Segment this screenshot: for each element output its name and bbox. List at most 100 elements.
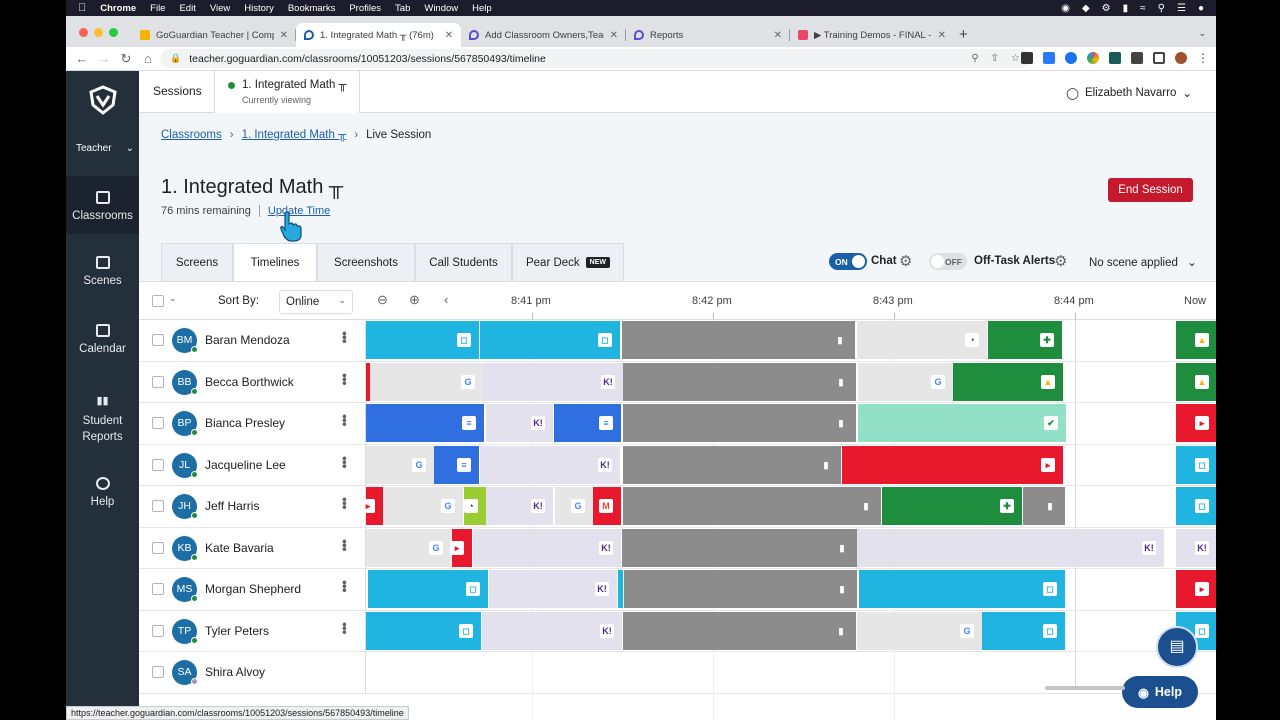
spotlight-icon[interactable]: ⚲ (1157, 2, 1165, 14)
timeline-segment[interactable]: K! (489, 570, 617, 608)
timeline-segment[interactable]: ▮ (623, 487, 881, 525)
sidebar-item-help[interactable]: Help (66, 477, 139, 508)
timeline-segment[interactable] (366, 362, 370, 401)
gear-icon[interactable]: ⚙ (899, 253, 913, 270)
menu-window[interactable]: Window (416, 2, 458, 14)
more-options-icon[interactable]: ••• (337, 331, 353, 343)
user-menu[interactable]: ◯ Elizabeth Navarro ⌄ (1066, 86, 1192, 100)
table-row[interactable]: KB Kate Bavaria ••• G ▸ K! ▮ K! K! (139, 527, 1216, 569)
profile-avatar-icon[interactable] (1175, 52, 1187, 64)
browser-tab[interactable]: Add Classroom Owners,Teache ✕ (461, 23, 626, 47)
timeline-segment[interactable]: K! (1176, 528, 1216, 567)
timeline-segment[interactable]: ◻ (370, 611, 481, 650)
student-name[interactable]: Becca Borthwick (205, 374, 294, 389)
table-row[interactable]: TP Tyler Peters ••• ◻ K! ▮ G ◻ ◻ (139, 610, 1216, 652)
zoom-window-icon[interactable] (109, 28, 118, 37)
student-timeline[interactable]: ≡ K! ≡ ▮ ✔ ▸ (365, 403, 1216, 445)
browser-tab[interactable]: ▶ Training Demos - FINAL - Tra ✕ (790, 23, 954, 47)
more-options-icon[interactable]: ••• (337, 497, 353, 509)
more-options-icon[interactable]: ••• (337, 414, 353, 426)
timeline-segment[interactable]: ▸ (361, 487, 383, 525)
student-timeline[interactable]: G K! ▮ G ▲ ▲ (365, 361, 1216, 403)
sidebar-item-calendar[interactable]: Calendar (66, 324, 139, 355)
avatar[interactable]: SA (172, 660, 198, 685)
home-icon[interactable]: ⌂ (144, 51, 152, 66)
gear-icon[interactable]: ⚙ (1054, 253, 1068, 270)
browser-tab[interactable]: GoGuardian Teacher | Compreh ✕ (132, 23, 296, 47)
student-name[interactable]: Baran Mendoza (205, 333, 290, 347)
timeline-segment[interactable]: ▮ (622, 321, 855, 359)
timeline-segment[interactable]: M (593, 487, 621, 525)
timeline-segment[interactable]: G (370, 362, 483, 401)
timeline-segment[interactable]: ▲ (1176, 362, 1216, 401)
apple-icon[interactable]:  (78, 2, 86, 14)
student-checkbox[interactable] (152, 624, 164, 637)
table-row[interactable]: SA Shira Alvoy (139, 652, 1216, 694)
timeline-segment[interactable]: ▮ (622, 528, 857, 567)
menu-tab[interactable]: Tab (386, 2, 410, 14)
student-timeline[interactable] (365, 652, 1216, 694)
table-row[interactable]: BB Becca Borthwick ••• G K! ▮ G ▲ ▲ (139, 361, 1216, 403)
tab-call-students[interactable]: Call Students (415, 243, 512, 281)
siri-icon[interactable]: ● (1197, 2, 1204, 14)
more-options-icon[interactable]: ••• (337, 621, 353, 634)
role-selector[interactable]: Teacher ⌄ (76, 143, 134, 154)
timeline-segment[interactable]: ✚ (882, 487, 1022, 525)
sidepanel-icon[interactable] (1153, 52, 1165, 64)
menu-view[interactable]: View (201, 2, 230, 14)
timeline-segment[interactable]: ▮ (624, 570, 857, 608)
minimize-window-icon[interactable] (94, 28, 103, 37)
avatar[interactable]: JH (172, 494, 198, 519)
vpn-icon[interactable]: ◆ (1081, 2, 1090, 14)
timeline-segment[interactable]: ▮ (623, 611, 856, 650)
more-options-icon[interactable]: ••• (337, 580, 353, 592)
timeline-segment[interactable]: G (383, 487, 463, 525)
avatar[interactable]: BP (172, 411, 198, 436)
close-tab-icon[interactable]: ✕ (773, 29, 782, 41)
timeline-segment[interactable]: ≡ (366, 404, 484, 442)
control-icon[interactable]: ⚙ (1101, 2, 1111, 14)
menu-file[interactable]: File (141, 2, 165, 14)
student-name[interactable]: Tyler Peters (205, 623, 270, 638)
timeline-segment[interactable]: K! (857, 528, 1164, 567)
more-vert-icon[interactable]: ⋮ (1197, 51, 1209, 65)
timeline-segment[interactable]: ▸ (1176, 570, 1216, 608)
student-timeline[interactable]: G ▸ K! ▮ K! K! (365, 527, 1216, 569)
timeline-segment[interactable]: ◻ (366, 321, 479, 359)
bookmark-star-icon[interactable]: ☆ (1011, 53, 1020, 64)
student-checkbox[interactable] (152, 666, 164, 678)
close-tab-icon[interactable]: ✕ (279, 29, 288, 41)
timeline-segment[interactable]: G (366, 445, 434, 484)
sessions-link[interactable]: Sessions (153, 84, 202, 98)
browser-tab-active[interactable]: 1. Integrated Math ╥ (76m) ✕ (296, 23, 461, 47)
new-tab-icon[interactable]: + (959, 26, 968, 43)
timeline-segment[interactable]: ▲ (1176, 321, 1216, 359)
lock-icon[interactable]: 🔒 (170, 53, 182, 63)
timeline-segment[interactable]: K! (486, 404, 553, 442)
timeline-segment[interactable]: ▸ (450, 528, 472, 567)
timeline-segment[interactable]: G (858, 362, 953, 401)
student-name[interactable]: Jacqueline Lee (205, 457, 286, 472)
timeline-segment[interactable]: G (857, 611, 982, 650)
scene-dropdown[interactable]: No scene applied ⌄ (1089, 255, 1197, 269)
more-options-icon[interactable]: ••• (337, 372, 353, 385)
timeline-segment[interactable]: ◻ (982, 611, 1065, 650)
menu-profiles[interactable]: Profiles (341, 2, 381, 14)
timeline-segment[interactable]: ◻ (1176, 487, 1216, 525)
reload-icon[interactable]: ↻ (120, 50, 132, 66)
share-icon[interactable]: ⇧ (990, 53, 1000, 64)
timeline-segment[interactable]: ▮ (1023, 487, 1065, 525)
student-name[interactable]: Kate Bavaria (205, 540, 274, 555)
sort-by-select[interactable]: Online ⌄ (279, 290, 353, 314)
timeline-segment[interactable]: ▮ (623, 445, 841, 484)
timeline-segment[interactable] (618, 570, 623, 608)
help-button[interactable]: ◉ Help (1122, 676, 1198, 708)
timeline-segment[interactable]: ▸ (1176, 404, 1216, 442)
menu-history[interactable]: History (236, 2, 274, 14)
student-checkbox[interactable] (152, 541, 164, 554)
timeline-segment[interactable]: G (555, 487, 593, 525)
more-options-icon[interactable]: ••• (337, 455, 353, 468)
close-tab-icon[interactable]: ✕ (444, 29, 453, 41)
avatar[interactable]: MS (172, 577, 198, 602)
timeline-segment[interactable]: G (366, 528, 451, 567)
